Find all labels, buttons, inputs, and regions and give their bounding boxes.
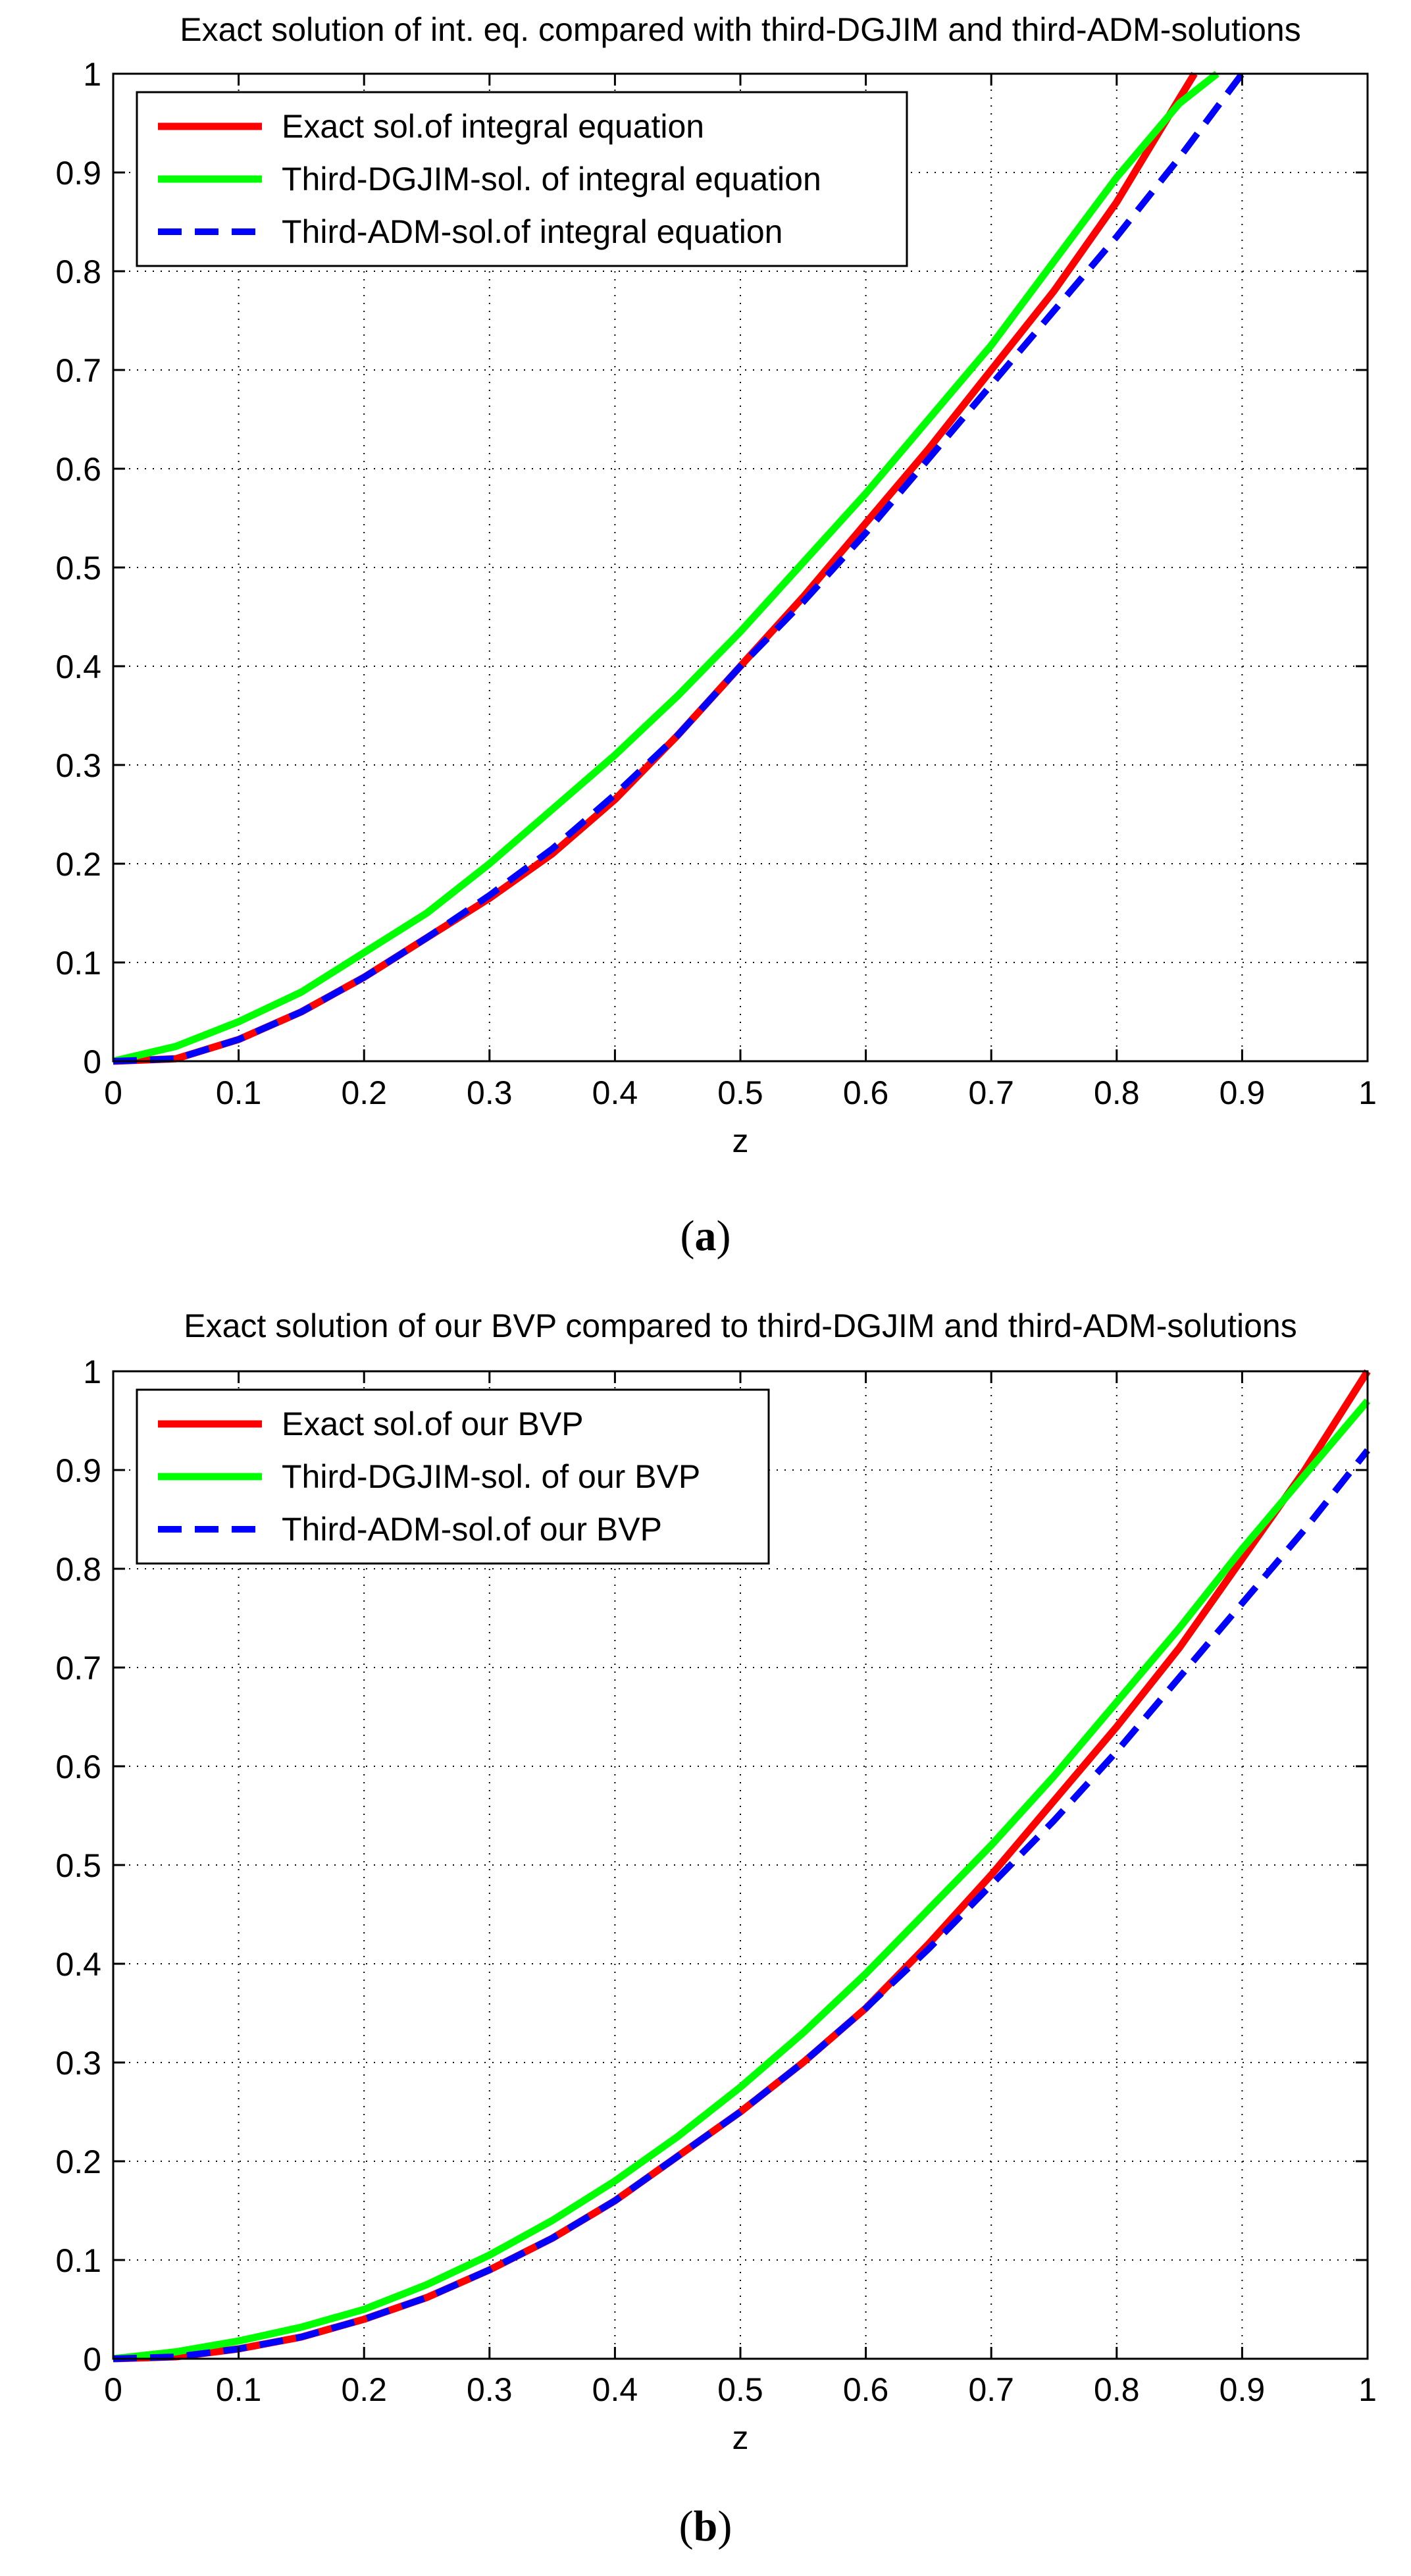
- x-tick-label: 0.7: [968, 2371, 1014, 2408]
- legend-box: [136, 91, 908, 267]
- x-tick-label: 0.6: [843, 2371, 889, 2408]
- y-tick-label: 0.8: [55, 1551, 101, 1588]
- y-tick-label: 0: [83, 2341, 101, 2378]
- series-line-2: [112, 70, 1219, 1065]
- legend: Exact sol.of our BVP Third-DGJIM-sol. of …: [136, 1388, 770, 1565]
- caption-a: (a): [680, 1212, 731, 1260]
- y-tick-label: 0.6: [55, 1748, 101, 1785]
- chart-a: Exact solution of int. eq. compared with…: [55, 11, 1377, 1159]
- y-tick-label: 0.8: [55, 253, 101, 290]
- series-line-2: [113, 1398, 1371, 2363]
- y-tick-label: 0.6: [55, 451, 101, 488]
- y-tick-label: 0.4: [55, 1946, 101, 1983]
- x-tick-label: 0.1: [216, 2371, 262, 2408]
- chart-title: Exact solution of int. eq. compared with…: [180, 11, 1300, 48]
- chart-b: Exact solution of our BVP compared to th…: [55, 1307, 1377, 2456]
- caption-b: (b): [679, 2502, 732, 2550]
- caption-a-label: a: [694, 1212, 717, 1260]
- x-tick-label: 0.4: [592, 1074, 638, 1111]
- x-tick-label: 0.5: [717, 2371, 763, 2408]
- y-tick-label: 0.5: [55, 550, 101, 587]
- x-tick-label: 0.2: [341, 1074, 387, 1111]
- legend-label-1: Exact sol.of our BVP: [282, 1406, 584, 1442]
- series-line-3: [113, 72, 1245, 1065]
- y-tick-label: 0: [83, 1043, 101, 1080]
- x-tick-label: 0.9: [1219, 1074, 1266, 1111]
- legend-label-1: Exact sol.of integral equation: [282, 108, 704, 145]
- grid: [113, 1371, 1368, 2359]
- y-tick-label: 0.1: [55, 2242, 101, 2279]
- x-tick-label: 0.8: [1094, 2371, 1140, 2408]
- y-tick-label: 0.4: [55, 648, 101, 685]
- legend-label-3: Third-ADM-sol.of integral equation: [282, 213, 782, 250]
- y-tick-label: 1: [83, 56, 101, 93]
- x-tick-label: 1: [1358, 2371, 1377, 2408]
- chart-title: Exact solution of our BVP compared to th…: [184, 1307, 1296, 1344]
- x-tick-label: 0: [104, 2371, 122, 2408]
- x-tick-label: 0.4: [592, 2371, 638, 2408]
- y-tick-label: 1: [83, 1354, 101, 1390]
- x-tick-label: 0.9: [1219, 2371, 1266, 2408]
- x-tick-label: 0.7: [968, 1074, 1014, 1111]
- x-axis-label: z: [732, 2419, 749, 2456]
- x-tick-label: 0.5: [717, 1074, 763, 1111]
- y-tick-label: 0.5: [55, 1847, 101, 1884]
- x-tick-label: 0.8: [1094, 1074, 1140, 1111]
- y-tick-label: 0.9: [55, 1452, 101, 1489]
- y-tick-label: 0.1: [55, 945, 101, 982]
- x-tick-label: 1: [1358, 1074, 1377, 1111]
- y-tick-label: 0.7: [55, 352, 101, 389]
- legend-label-3: Third-ADM-sol.of our BVP: [282, 1511, 662, 1548]
- series-line-3: [113, 1448, 1370, 2362]
- legend: Exact sol.of integral equation Third-DGJI…: [136, 91, 908, 267]
- y-tick-label: 0.7: [55, 1650, 101, 1687]
- y-tick-label: 0.2: [55, 846, 101, 883]
- x-tick-label: 0.1: [216, 1074, 262, 1111]
- x-tick-label: 0.3: [467, 2371, 513, 2408]
- y-tick-label: 0.3: [55, 2045, 101, 2082]
- y-tick-label: 0.2: [55, 2143, 101, 2180]
- caption-b-label: b: [693, 2502, 718, 2550]
- y-tick-label: 0.9: [55, 155, 101, 192]
- x-tick-label: 0: [104, 1074, 122, 1111]
- legend-label-2: Third-DGJIM-sol. of integral equation: [282, 161, 821, 197]
- y-tick-label: 0.3: [55, 747, 101, 784]
- x-tick-label: 0.6: [843, 1074, 889, 1111]
- x-axis-label: z: [732, 1122, 749, 1159]
- legend-label-2: Third-DGJIM-sol. of our BVP: [282, 1458, 700, 1495]
- x-tick-label: 0.2: [341, 2371, 387, 2408]
- x-tick-label: 0.3: [467, 1074, 513, 1111]
